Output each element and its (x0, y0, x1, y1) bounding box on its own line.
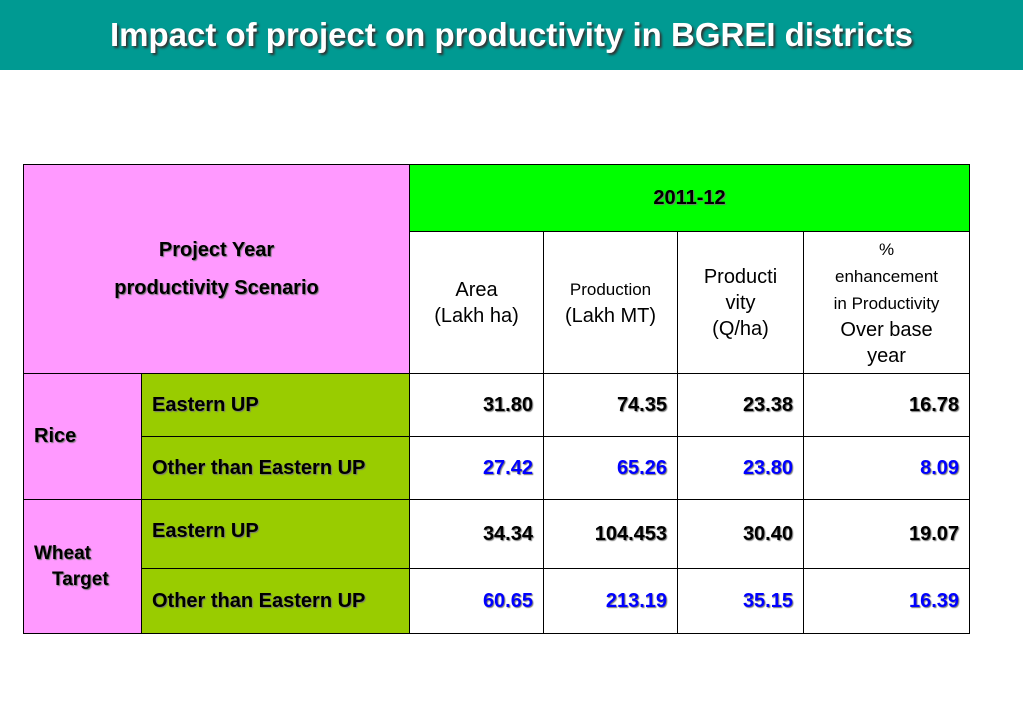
production-value: 65.26 (543, 436, 678, 500)
productivity-header-l2: vity (725, 291, 756, 314)
productivity-value: 23.80 (677, 436, 804, 500)
enhancement-value: 16.78 (802, 373, 971, 437)
scenario-header-cell: Project Year productivity Scenario (23, 164, 410, 374)
production-header: Production (Lakh MT) (543, 231, 678, 374)
production-value: 104.453 (543, 499, 678, 569)
area-value: 31.80 (409, 373, 544, 437)
wheat-label-l2: Target (52, 568, 109, 590)
enhancement-value: 8.09 (802, 436, 971, 500)
wheat-label-l1: Wheat (34, 542, 91, 564)
productivity-value: 30.40 (677, 499, 804, 569)
area-value: 27.42 (409, 436, 544, 500)
table-header-row: Project Year productivity Scenario 2011-… (23, 164, 971, 374)
scenario-line-1: Project Year (158, 239, 275, 261)
productivity-header-l1: Producti (703, 265, 778, 288)
productivity-value: 35.15 (677, 568, 804, 634)
table-row: Rice Eastern UP 31.80 74.35 23.38 16.78 (23, 373, 971, 500)
region-cell: Eastern UP (141, 373, 410, 437)
region-cell: Other than Eastern UP (141, 568, 410, 634)
table-row: Other than Eastern UP 27.42 65.26 23.80 … (24, 436, 971, 500)
enhancement-header-l5: year (867, 345, 906, 367)
production-value: 213.19 (543, 568, 678, 634)
productivity-header-l3: (Q/ha) (712, 317, 769, 340)
enhancement-value: 19.07 (802, 499, 971, 569)
productivity-header: Producti vity (Q/ha) (677, 231, 804, 374)
area-value: 34.34 (409, 499, 544, 569)
table-row: Wheat Target Eastern UP 34.34 104.453 30… (23, 499, 971, 634)
production-header-l2: (Lakh MT) (564, 305, 657, 327)
enhancement-header-l3: in Productivity (833, 294, 940, 313)
area-header-l2: (Lakh ha) (434, 304, 519, 327)
enhancement-header: % enhancement in Productivity Over base … (802, 231, 971, 374)
enhancement-header-l2: enhancement (835, 267, 939, 286)
enhancement-header-l1: % (878, 240, 895, 259)
productivity-table: Project Year productivity Scenario 2011-… (23, 164, 971, 634)
title-bar: Impact of project on productivity in BGR… (0, 0, 1023, 70)
area-header: Area (Lakh ha) (409, 231, 544, 374)
production-header-l1: Production (569, 280, 652, 299)
wheat-label: Wheat Target (23, 499, 142, 634)
table-row: Other than Eastern UP 60.65 213.19 35.15… (24, 568, 971, 634)
production-value: 74.35 (543, 373, 678, 437)
productivity-value: 23.38 (677, 373, 804, 437)
region-cell: Other than Eastern UP (141, 436, 410, 500)
page-title: Impact of project on productivity in BGR… (109, 16, 914, 53)
column-header-row: Area (Lakh ha) Production (Lakh MT) Prod… (24, 231, 971, 374)
scenario-line-2: productivity Scenario (114, 277, 319, 299)
enhancement-header-l4: Over base (840, 319, 933, 341)
region-cell: Eastern UP (141, 499, 410, 569)
area-header-l1: Area (455, 278, 498, 301)
enhancement-value: 16.39 (802, 568, 971, 634)
year-header-cell: 2011-12 (408, 164, 971, 232)
area-value: 60.65 (409, 568, 544, 634)
rice-label: Rice (23, 373, 142, 500)
